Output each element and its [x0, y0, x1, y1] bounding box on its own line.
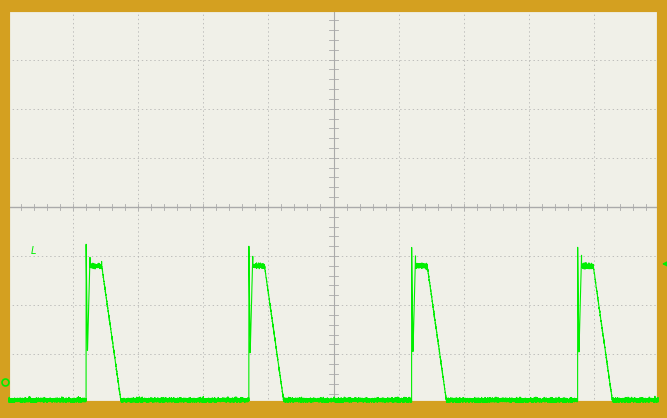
Text: L: L	[31, 246, 36, 256]
